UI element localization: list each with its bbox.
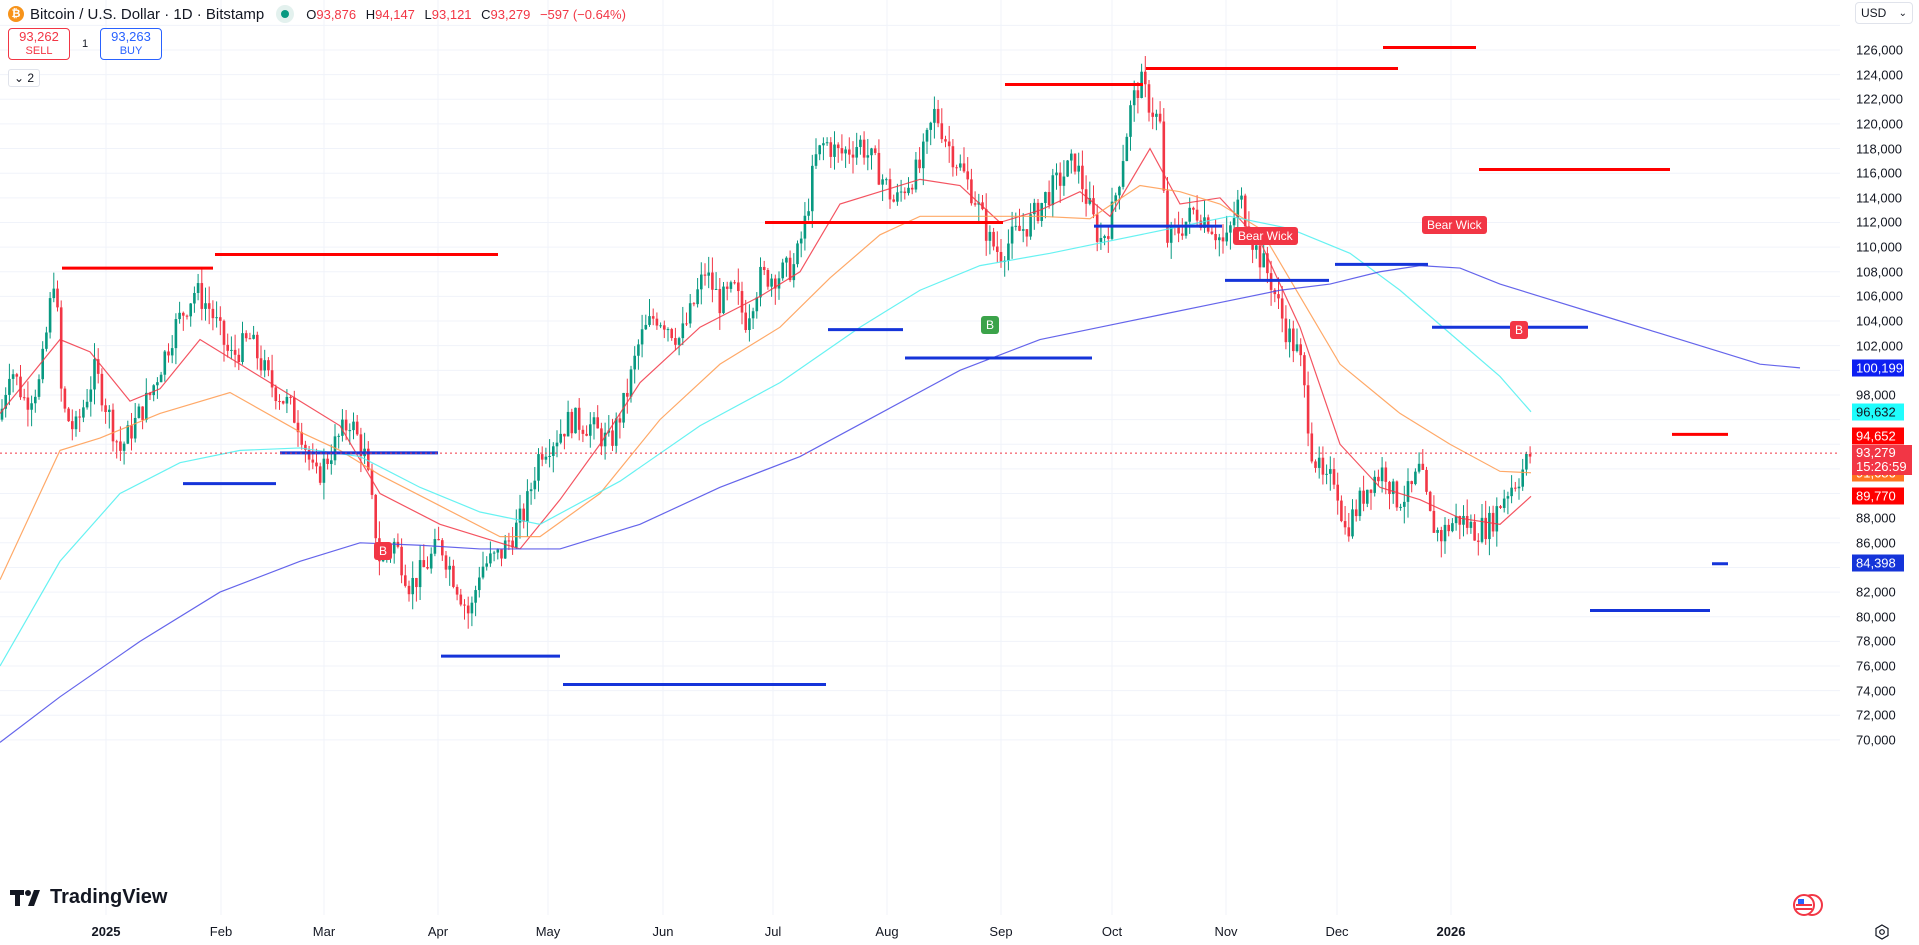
buy-button[interactable]: 93,263 BUY <box>100 28 162 60</box>
time-axis-label: Feb <box>209 924 233 939</box>
price-axis-label: 70,000 <box>1856 732 1896 748</box>
bear-wick-label[interactable]: Bear Wick <box>1422 216 1487 234</box>
trade-panel: 93,262 SELL 1 93,263 BUY <box>8 28 162 60</box>
price-axis-label: 78,000 <box>1856 633 1896 649</box>
indicators-toggle-button[interactable]: ⌄ 2 <box>8 69 41 87</box>
price-axis-label: 72,000 <box>1856 707 1896 723</box>
market-status-icon[interactable] <box>276 5 295 23</box>
price-axis-label: 116,000 <box>1856 165 1903 181</box>
price-axis-label: 114,000 <box>1856 190 1903 206</box>
time-axis-label: Dec <box>1325 924 1349 939</box>
price-tag: 94,652 <box>1852 427 1904 445</box>
signal-b-badge[interactable]: B <box>374 542 393 560</box>
moving-average-line <box>0 215 1532 667</box>
time-axis-label: Apr <box>427 924 449 939</box>
price-axis-label: 88,000 <box>1856 510 1896 526</box>
price-axis-label: 110,000 <box>1856 239 1903 255</box>
price-tag: 89,770 <box>1852 487 1904 505</box>
price-axis-label: 124,000 <box>1856 67 1903 83</box>
time-axis-label: 2025 <box>91 924 121 939</box>
time-axis-label: Jun <box>652 924 674 939</box>
moving-average-line <box>0 147 1532 550</box>
ohlc-values: O93,876 H94,147 L93,121 C93,279 −597 (−0… <box>306 6 626 22</box>
time-axis-label: May <box>535 924 561 939</box>
moving-average-line <box>0 264 1801 743</box>
price-axis-label: 122,000 <box>1856 91 1903 107</box>
price-axis-label: 86,000 <box>1856 535 1896 551</box>
change-value: −597 (−0.64%) <box>539 6 626 22</box>
tradingview-logo[interactable]: TradingView <box>10 886 167 909</box>
bear-wick-label[interactable]: Bear Wick <box>1233 227 1298 245</box>
price-axis-label: 108,000 <box>1856 264 1903 280</box>
price-tag: 100,199 <box>1852 359 1904 377</box>
price-axis-label: 112,000 <box>1856 214 1903 230</box>
price-axis-label: 80,000 <box>1856 609 1896 625</box>
price-axis-label: 102,000 <box>1856 338 1903 354</box>
price-axis-label: 74,000 <box>1856 683 1896 699</box>
symbol-header: ₿ Bitcoin / U.S. Dollar · 1D · Bitstamp … <box>8 5 632 23</box>
time-axis-label: Mar <box>312 924 336 939</box>
last-price: 93,279 <box>1856 445 1896 461</box>
price-tag: 84,398 <box>1852 554 1904 572</box>
tradingview-logo-icon <box>10 889 40 906</box>
moving-average-line <box>0 184 1532 581</box>
price-axis-label: 98,000 <box>1856 387 1896 403</box>
price-axis-label: 76,000 <box>1856 658 1896 674</box>
time-axis-label: Nov <box>1214 924 1238 939</box>
price-axis-label: 104,000 <box>1856 313 1903 329</box>
chevron-down-icon: ⌄ <box>14 71 25 85</box>
time-axis-label: Oct <box>1101 924 1123 939</box>
signal-b-badge[interactable]: B <box>1510 321 1529 339</box>
last-price-tag: 93,279 15:26:59 <box>1852 445 1912 476</box>
settings-icon[interactable] <box>1874 924 1890 940</box>
economic-events-icon[interactable] <box>1790 893 1826 917</box>
spread-value: 1 <box>81 38 89 50</box>
time-axis-label: 2026 <box>1436 924 1466 939</box>
time-axis-label: Jul <box>764 924 782 939</box>
price-axis-label: 82,000 <box>1856 584 1896 600</box>
price-axis-label: 126,000 <box>1856 42 1903 58</box>
price-axis-label: 106,000 <box>1856 288 1903 304</box>
sell-button[interactable]: 93,262 SELL <box>8 28 70 60</box>
currency-select[interactable]: USD ⌄ <box>1855 2 1913 24</box>
price-tag: 96,632 <box>1852 403 1904 421</box>
price-axis-label: 118,000 <box>1856 141 1903 157</box>
time-axis-label: Aug <box>875 924 899 939</box>
bar-countdown: 15:26:59 <box>1856 459 1907 475</box>
signal-b-badge[interactable]: B <box>981 316 1000 334</box>
price-axis-label: 120,000 <box>1856 116 1903 132</box>
bitcoin-icon: ₿ <box>8 6 24 22</box>
time-axis-label: Sep <box>989 924 1013 939</box>
chevron-down-icon: ⌄ <box>1898 7 1907 19</box>
symbol-title[interactable]: Bitcoin / U.S. Dollar · 1D · Bitstamp <box>30 5 265 23</box>
